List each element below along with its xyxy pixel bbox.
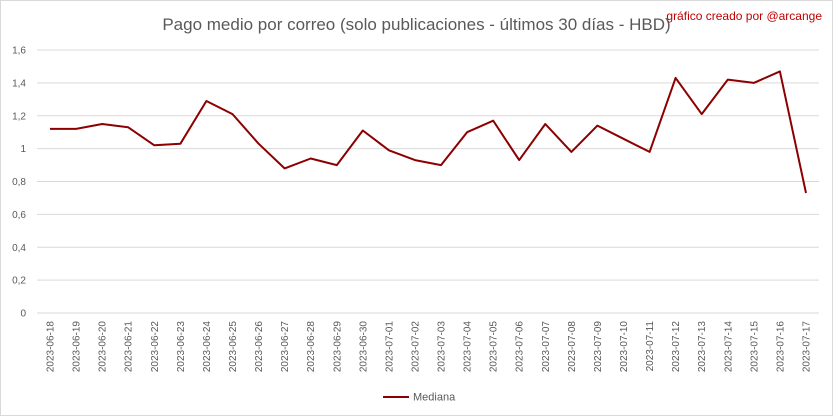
x-tick-label: 2023-06-18	[46, 321, 57, 373]
legend-label: Mediana	[413, 392, 456, 404]
data-point	[74, 127, 78, 131]
legend: Mediana	[383, 392, 456, 404]
data-point	[387, 148, 391, 152]
series-lines	[48, 69, 808, 195]
y-tick-label: 0,6	[12, 210, 26, 221]
x-tick-label: 2023-07-06	[515, 321, 526, 373]
data-point	[204, 99, 208, 103]
data-point	[648, 150, 652, 154]
x-tick-label: 2023-07-10	[619, 321, 630, 373]
x-tick-label: 2023-07-01	[384, 321, 395, 373]
data-point	[48, 127, 52, 131]
y-tick-label: 0,4	[12, 243, 26, 254]
data-point	[361, 129, 365, 133]
y-tick-label: 1	[20, 144, 26, 155]
data-point	[465, 130, 469, 134]
data-point	[439, 163, 443, 167]
x-tick-label: 2023-07-07	[541, 321, 552, 373]
x-tick-label: 2023-06-27	[280, 321, 291, 373]
data-point	[804, 191, 808, 195]
x-tick-label: 2023-07-12	[671, 321, 682, 373]
x-tick-label: 2023-06-26	[254, 321, 265, 373]
x-tick-label: 2023-06-30	[358, 321, 369, 373]
y-tick-label: 1,6	[12, 46, 26, 57]
x-tick-label: 2023-06-19	[72, 321, 83, 373]
x-tick-label: 2023-07-14	[723, 321, 734, 373]
x-tick-label: 2023-07-02	[410, 321, 421, 373]
data-point	[569, 150, 573, 154]
data-point	[517, 158, 521, 162]
series-line	[50, 70, 807, 194]
x-tick-label: 2023-06-25	[228, 321, 239, 373]
x-tick-label: 2023-06-28	[306, 321, 317, 373]
data-point	[283, 166, 287, 170]
gridlines	[37, 49, 819, 314]
x-tick-label: 2023-06-24	[202, 321, 213, 373]
chart-title: Pago medio por correo (solo publicacione…	[162, 15, 671, 34]
x-tick-label: 2023-07-09	[593, 321, 604, 373]
data-point	[726, 78, 730, 82]
y-tick-label: 0	[20, 309, 26, 320]
y-tick-label: 0,8	[12, 177, 26, 188]
data-point	[491, 119, 495, 123]
data-point	[126, 125, 130, 129]
x-tick-label: 2023-07-05	[489, 321, 500, 373]
data-point	[778, 69, 782, 73]
data-point	[700, 112, 704, 116]
data-point	[178, 142, 182, 146]
y-tick-label: 1,4	[12, 78, 26, 89]
data-point	[674, 76, 678, 80]
x-tick-label: 2023-06-20	[98, 321, 109, 373]
data-point	[752, 81, 756, 85]
x-tick-label: 2023-07-17	[801, 321, 812, 373]
data-point	[622, 137, 626, 141]
x-tick-label: 2023-06-23	[176, 321, 187, 373]
y-tick-label: 0,2	[12, 276, 26, 287]
x-tick-label: 2023-07-15	[749, 321, 760, 373]
y-tick-label: 1,2	[12, 111, 26, 122]
x-axis-ticks: 2023-06-18 2023-06-19 2023-06-20 2023-06-21…	[46, 321, 813, 373]
x-tick-label: 2023-07-08	[567, 321, 578, 373]
data-point	[100, 122, 104, 126]
y-axis-ticks: 0 0,2 0,4 0,6 0,8 1 1,2 1,4 1,6	[12, 46, 26, 320]
data-point	[543, 122, 547, 126]
data-point	[257, 142, 261, 146]
data-point	[595, 124, 599, 128]
x-tick-label: 2023-07-16	[775, 321, 786, 373]
x-tick-label: 2023-06-21	[124, 321, 135, 373]
x-tick-label: 2023-06-29	[332, 321, 343, 373]
x-tick-label: 2023-07-04	[463, 321, 474, 373]
data-point	[335, 163, 339, 167]
x-tick-label: 2023-07-13	[697, 321, 708, 373]
x-tick-label: 2023-07-03	[437, 321, 448, 373]
x-tick-label: 2023-07-11	[645, 321, 656, 372]
x-tick-label: 2023-06-22	[150, 321, 161, 373]
data-point	[231, 112, 235, 116]
data-point	[152, 143, 156, 147]
data-point	[413, 158, 417, 162]
chart-credit: gráfico creado por @arcange	[666, 9, 822, 23]
data-point	[309, 156, 313, 160]
